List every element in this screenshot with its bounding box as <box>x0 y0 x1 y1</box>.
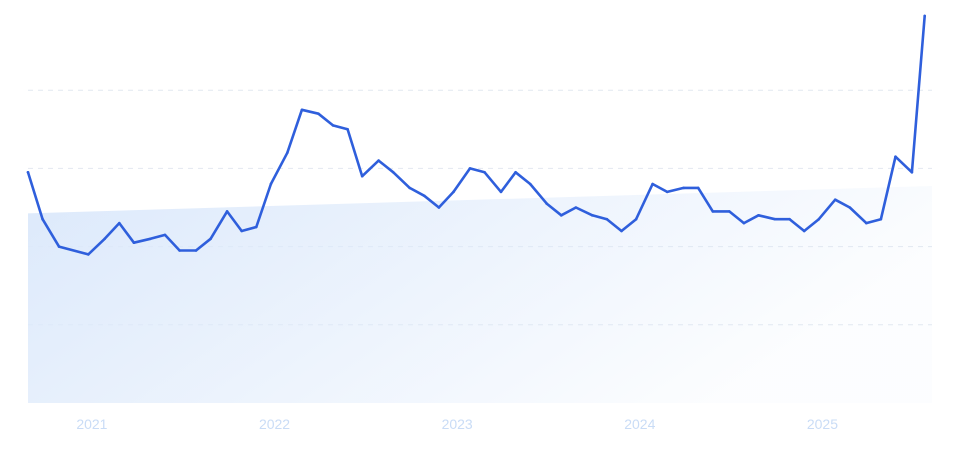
data-point <box>574 206 578 209</box>
data-point <box>545 202 548 205</box>
data-point <box>300 108 304 112</box>
data-point <box>86 253 90 256</box>
x-tick-label: 2024 <box>624 416 655 432</box>
data-point <box>605 217 609 221</box>
data-point <box>848 206 852 209</box>
data-point <box>331 124 335 127</box>
data-point <box>41 217 44 221</box>
data-point <box>634 217 638 221</box>
data-point <box>346 128 349 131</box>
data-points-layer <box>26 14 926 256</box>
data-point <box>742 221 746 225</box>
data-point <box>894 155 897 158</box>
trend-area-layer <box>28 185 932 403</box>
data-point <box>696 186 700 190</box>
x-axis-ticks: 2021 2022 2023 2024 2025 <box>76 416 838 432</box>
data-point <box>377 159 380 162</box>
x-tick-label: 2025 <box>807 416 838 432</box>
data-point <box>286 151 289 155</box>
data-point <box>240 229 243 233</box>
data-point <box>910 171 914 174</box>
data-point <box>225 210 229 213</box>
data-point <box>682 186 685 190</box>
data-point <box>833 198 837 201</box>
data-point <box>864 221 868 225</box>
data-point <box>528 182 532 186</box>
data-point <box>757 214 760 217</box>
trend-area <box>28 185 932 403</box>
data-point <box>360 174 364 178</box>
data-point <box>149 237 152 241</box>
data-point <box>209 237 212 241</box>
data-point <box>923 14 926 18</box>
data-point <box>591 214 594 217</box>
data-point <box>665 190 669 194</box>
data-point <box>514 171 517 174</box>
data-point <box>817 217 821 221</box>
data-point <box>317 112 320 115</box>
data-point <box>391 171 395 174</box>
data-point <box>118 221 121 225</box>
data-point <box>194 249 198 252</box>
data-point <box>788 217 791 221</box>
data-point <box>408 186 411 190</box>
data-point <box>468 167 472 170</box>
data-point <box>651 182 654 186</box>
x-tick-label: 2022 <box>259 416 290 432</box>
data-point <box>711 210 715 213</box>
x-tick-label: 2023 <box>442 416 473 432</box>
data-point <box>499 190 503 194</box>
data-point <box>57 245 61 248</box>
data-point <box>802 229 806 233</box>
data-point <box>132 241 136 244</box>
data-point <box>163 233 167 237</box>
x-tick-label: 2021 <box>76 416 107 432</box>
data-point <box>103 237 107 241</box>
data-point <box>483 171 486 174</box>
data-point <box>437 206 441 209</box>
data-point <box>254 225 258 229</box>
data-point <box>727 210 731 213</box>
data-point <box>773 217 777 221</box>
data-point <box>879 217 883 221</box>
data-point <box>26 171 30 174</box>
data-point <box>620 229 623 233</box>
data-point <box>178 249 181 252</box>
data-point <box>559 214 563 217</box>
data-point <box>452 190 455 194</box>
data-point <box>269 182 273 186</box>
data-point <box>422 194 426 198</box>
